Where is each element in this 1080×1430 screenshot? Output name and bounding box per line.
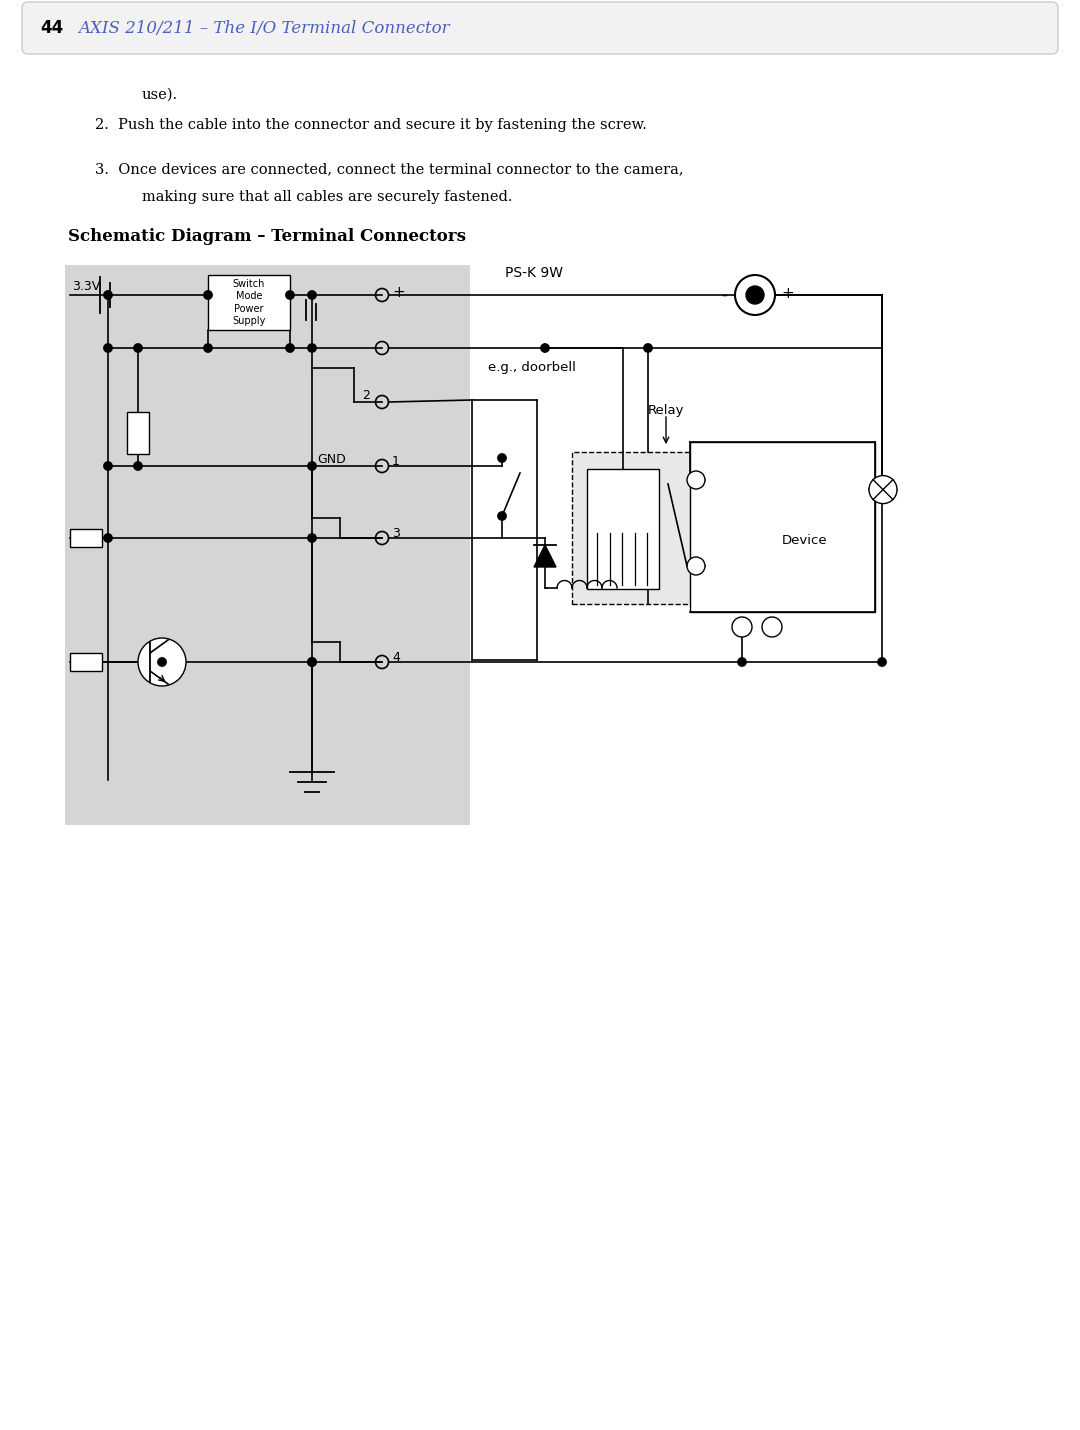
Text: +: + (781, 286, 794, 300)
Circle shape (735, 275, 775, 315)
Bar (70, 529, 102, 548)
Circle shape (687, 470, 705, 489)
Circle shape (286, 343, 294, 352)
Circle shape (104, 462, 112, 470)
Text: 44: 44 (40, 19, 64, 37)
Text: 2: 2 (362, 389, 370, 402)
Circle shape (308, 658, 316, 666)
Circle shape (134, 343, 143, 352)
Text: making sure that all cables are securely fastened.: making sure that all cables are securely… (141, 190, 513, 204)
Circle shape (746, 286, 764, 305)
Bar (65, 265, 470, 825)
Circle shape (687, 558, 705, 575)
Text: GND: GND (318, 452, 346, 466)
Bar (208, 275, 291, 330)
Text: 2.  Push the cable into the connector and secure it by fastening the screw.: 2. Push the cable into the connector and… (95, 119, 647, 132)
Text: 1: 1 (392, 455, 400, 468)
Text: Schematic Diagram – Terminal Connectors: Schematic Diagram – Terminal Connectors (68, 227, 465, 245)
Circle shape (644, 343, 652, 352)
Bar (588, 469, 659, 589)
Circle shape (308, 533, 316, 542)
Text: +: + (392, 285, 405, 299)
Circle shape (308, 462, 316, 470)
Circle shape (541, 343, 550, 352)
Circle shape (498, 512, 507, 521)
Circle shape (869, 476, 897, 503)
Text: AXIS 210/211 – The I/O Terminal Connector: AXIS 210/211 – The I/O Terminal Connecto… (78, 20, 449, 37)
Circle shape (204, 290, 212, 299)
Circle shape (204, 343, 212, 352)
Circle shape (104, 290, 112, 299)
Text: use).: use). (141, 89, 178, 102)
Circle shape (308, 658, 316, 666)
Text: -: - (721, 286, 727, 305)
Bar (572, 452, 724, 603)
Circle shape (158, 658, 166, 666)
FancyBboxPatch shape (22, 1, 1058, 54)
Circle shape (308, 343, 316, 352)
Text: Relay: Relay (648, 403, 685, 416)
Circle shape (498, 453, 507, 462)
Polygon shape (534, 545, 556, 568)
Circle shape (138, 638, 186, 686)
Circle shape (104, 533, 112, 542)
Bar (70, 654, 102, 671)
Text: 4: 4 (392, 651, 400, 664)
Circle shape (308, 290, 316, 299)
Circle shape (738, 658, 746, 666)
Bar (690, 442, 875, 612)
Circle shape (762, 616, 782, 636)
Circle shape (286, 290, 294, 299)
Text: Device: Device (782, 533, 827, 548)
Text: 3.3V: 3.3V (72, 279, 100, 293)
Text: e.g., doorbell: e.g., doorbell (488, 360, 576, 373)
Text: Switch
Mode
Power
Supply: Switch Mode Power Supply (232, 279, 266, 326)
Circle shape (878, 658, 887, 666)
Text: PS-K 9W: PS-K 9W (505, 266, 563, 280)
Circle shape (134, 462, 143, 470)
Text: 3.  Once devices are connected, connect the terminal connector to the camera,: 3. Once devices are connected, connect t… (95, 162, 684, 176)
Circle shape (732, 616, 752, 636)
Text: 3: 3 (392, 526, 400, 539)
Bar (127, 412, 149, 453)
Circle shape (104, 343, 112, 352)
